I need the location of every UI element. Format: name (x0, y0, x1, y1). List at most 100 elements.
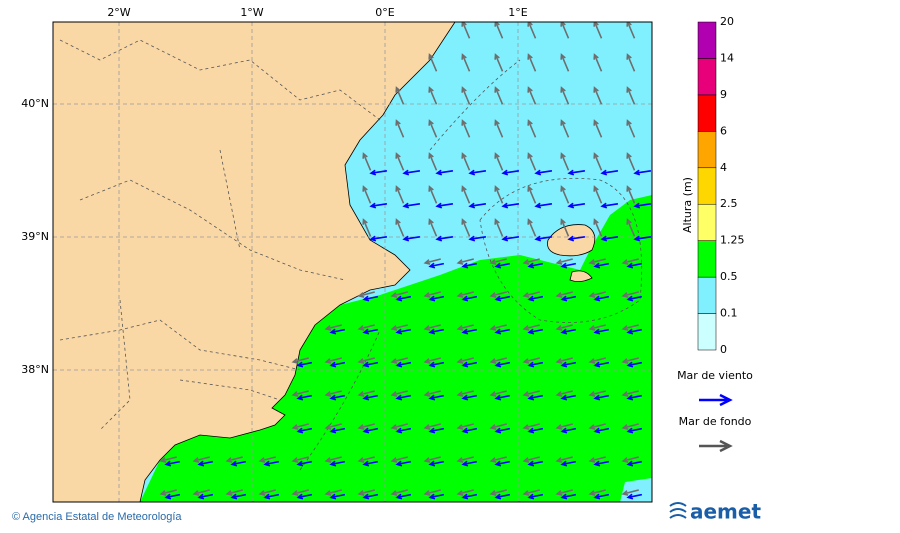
wave-arrow (456, 258, 474, 265)
wave-arrow (489, 456, 507, 463)
wave-arrow (527, 328, 544, 335)
wave-arrow (362, 328, 379, 335)
wave-arrow (197, 460, 214, 467)
wave-arrow (527, 218, 537, 237)
wave-arrow (527, 119, 537, 138)
wave-arrow (362, 493, 379, 500)
wave-arrow (159, 489, 177, 496)
wave-arrow (633, 202, 652, 209)
wave-arrow (494, 493, 511, 500)
wave-arrow (560, 86, 570, 105)
wave-arrow (560, 394, 577, 401)
wave-arrow (423, 324, 441, 331)
wave-arrow (395, 119, 405, 138)
wave-arrow (395, 361, 412, 368)
wave-arrow (461, 53, 471, 72)
wave-arrow (291, 489, 309, 496)
wave-arrow (357, 456, 375, 463)
wave-arrow (263, 493, 280, 500)
wave-arrow (489, 357, 507, 364)
colorbar-segment (697, 240, 717, 278)
wave-arrow (567, 235, 586, 242)
wave-arrow (527, 53, 537, 72)
wave-arrow (626, 493, 643, 500)
wave-arrow (456, 423, 474, 430)
wave-arrow (390, 324, 408, 331)
wave-arrow (296, 460, 313, 467)
wave-arrow (197, 493, 214, 500)
wave-arrow (588, 291, 606, 298)
colorbar-label: 20 (720, 15, 734, 28)
wave-arrow (527, 394, 544, 401)
wave-arrow (296, 493, 313, 500)
wave-arrow (593, 152, 603, 171)
wave-arrow (456, 324, 474, 331)
wave-arrow (456, 390, 474, 397)
wave-arrow (461, 328, 478, 335)
wave-arrow (296, 394, 313, 401)
wave-arrow (522, 489, 540, 496)
wave-arrow (593, 218, 603, 237)
wave-arrow (626, 22, 636, 39)
logo-text: aemet (690, 500, 761, 524)
wave-arrow (357, 291, 375, 298)
wave-arrow (527, 152, 537, 171)
colorbar-label: 2.5 (720, 197, 738, 210)
wave-arrow (423, 456, 441, 463)
wave-arrow (324, 423, 342, 430)
wave-arrow (362, 427, 379, 434)
credit: © Agencia Estatal de Meteorología (12, 511, 182, 523)
wave-arrow (555, 357, 573, 364)
legend-arrow (699, 439, 733, 453)
wave-arrow (489, 489, 507, 496)
wave-arrow (324, 489, 342, 496)
wave-arrow (626, 119, 636, 138)
wave-arrow (527, 361, 544, 368)
wave-arrow (435, 169, 454, 176)
wave-arrow (600, 169, 619, 176)
wave-arrow (501, 169, 520, 176)
map (53, 22, 652, 502)
wave-arrow (362, 185, 372, 204)
wave-arrow (588, 258, 606, 265)
wave-arrow (621, 489, 639, 496)
wave-arrow (296, 361, 313, 368)
wave-arrow (390, 489, 408, 496)
wave-arrow (461, 218, 471, 237)
wave-arrow (567, 169, 586, 176)
wave-arrow (291, 357, 309, 364)
wave-arrow (593, 53, 603, 72)
wave-arrow (428, 394, 445, 401)
wave-arrow (369, 202, 388, 209)
wave-arrow (357, 489, 375, 496)
wave-arrow (329, 394, 346, 401)
colorbar-segment (697, 58, 717, 96)
wave-zone (140, 195, 652, 502)
wave-arrow (560, 361, 577, 368)
wave-arrow (494, 361, 511, 368)
wave-arrow (357, 390, 375, 397)
lat-label: 38°N (21, 363, 49, 376)
wave-arrow (402, 235, 421, 242)
wave-arrow (324, 357, 342, 364)
wave-arrow (395, 218, 405, 237)
wave-arrow (621, 357, 639, 364)
wave-arrow (362, 218, 372, 237)
legend-label: Mar de fondo (679, 415, 752, 428)
colorbar-label: 9 (720, 88, 727, 101)
wave-arrow (494, 295, 511, 302)
wave-arrow (588, 390, 606, 397)
wave-arrow (494, 460, 511, 467)
wave-arrow (560, 119, 570, 138)
wave-arrow (489, 291, 507, 298)
wave-arrow (369, 235, 388, 242)
wave-arrow (428, 262, 445, 269)
wave-arrow (560, 328, 577, 335)
wave-arrow (461, 152, 471, 171)
colorbar-label: 4 (720, 161, 727, 174)
wave-arrow (461, 361, 478, 368)
wave-arrow (192, 456, 210, 463)
wave-arrow (633, 235, 652, 242)
wave-arrow (494, 152, 504, 171)
